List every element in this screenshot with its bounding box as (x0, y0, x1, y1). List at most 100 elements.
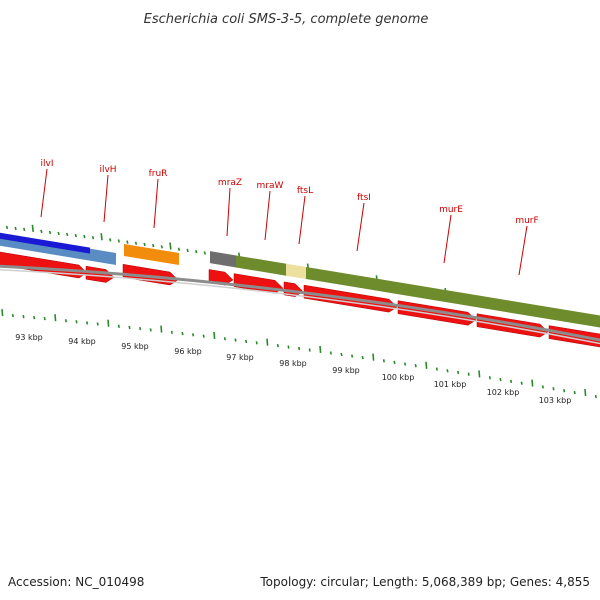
scale-major-tick (584, 388, 587, 397)
minor-tick (134, 241, 138, 245)
minor-tick (143, 242, 146, 247)
scale-label: 95 kbp (121, 342, 149, 351)
scale-minor-tick (351, 354, 354, 358)
scale-major-tick (160, 325, 163, 333)
scale-minor-tick (255, 341, 258, 345)
gene-label-track: ilvI ilvH fruR mraZ mraW ftsL ftsI murE murF (40, 159, 539, 276)
backbone-line (0, 264, 600, 342)
scale-major-tick (54, 314, 57, 322)
scale-major-tick (478, 370, 481, 378)
scale-minor-tick (414, 364, 417, 368)
minor-tick (126, 240, 129, 244)
scale-minor-tick (435, 367, 438, 371)
gene-bar-mraZ (210, 251, 237, 268)
scale-minor-tick (298, 346, 301, 351)
scale-label: 94 kbp (68, 337, 96, 346)
cds-arrow-murE (397, 300, 477, 326)
gene-leader-line (40, 168, 48, 218)
major-tick (169, 242, 172, 250)
minor-tick (66, 232, 69, 237)
minor-tick (203, 251, 206, 255)
scale-minor-tick (340, 352, 343, 357)
gene-leader-line (298, 195, 306, 245)
scale-label: 98 kbp (279, 359, 307, 368)
major-tick (31, 224, 34, 232)
gene-leader-line (356, 202, 365, 252)
topology-text: Topology: circular; Length: 5,068,389 bp… (259, 575, 590, 589)
scale-tick-track (1, 309, 597, 399)
minor-tick (177, 247, 181, 251)
minor-tick (14, 226, 17, 231)
scale-major-tick (1, 309, 4, 317)
scale-minor-tick (223, 337, 226, 341)
gene-label[interactable]: mraZ (218, 178, 242, 188)
minor-tick (186, 248, 189, 253)
gene-bar-ftsL (286, 263, 307, 280)
scale-minor-tick (457, 370, 460, 375)
gene-label[interactable]: ftsI (357, 193, 371, 203)
scale-major-tick (425, 361, 428, 369)
accession-text: Accession: NC_010498 (8, 575, 144, 589)
minor-tick (160, 245, 163, 249)
scale-minor-tick (276, 343, 279, 348)
scale-label: 96 kbp (174, 347, 202, 356)
scale-minor-tick (149, 328, 152, 332)
backbone-shadow (0, 269, 600, 345)
scale-major-tick (213, 331, 216, 339)
gene-label[interactable]: mraW (257, 181, 284, 191)
scale-minor-tick (594, 394, 597, 399)
gene-label[interactable]: ftsL (297, 186, 313, 196)
scale-minor-tick (139, 326, 142, 331)
gene-label[interactable]: murE (439, 205, 463, 215)
minor-tick (74, 233, 77, 238)
scale-minor-tick (361, 355, 364, 360)
scale-label: 99 kbp (332, 366, 360, 375)
cds-track (0, 251, 600, 348)
gene-label[interactable]: ilvI (41, 159, 54, 169)
cds-arrow-ilvH (85, 265, 115, 283)
scale-minor-tick (192, 333, 195, 337)
scale-minor-tick (287, 345, 290, 349)
gene-label[interactable]: fruR (149, 169, 168, 179)
scale-major-tick (107, 319, 110, 327)
scale-label: 102 kbp (487, 388, 520, 397)
gene-leader-line (518, 225, 528, 276)
minor-tick (48, 230, 52, 235)
gene-label[interactable]: murF (515, 216, 538, 226)
scale-major-tick (319, 345, 322, 354)
scale-minor-tick (382, 359, 385, 363)
scale-minor-tick (11, 313, 14, 318)
gene-leader-line (153, 178, 159, 229)
scale-minor-tick (541, 385, 544, 389)
scale-minor-tick (245, 339, 248, 344)
scale-minor-tick (308, 348, 311, 352)
scale-labels: 93 kbp 94 kbp 95 kbp 96 kbp 97 kbp 98 kbp 99 k… (15, 333, 571, 405)
scale-label: 100 kbp (382, 373, 415, 382)
scale-minor-tick (96, 322, 99, 326)
scale-minor-tick (404, 362, 407, 366)
scale-major-tick (372, 353, 375, 361)
minor-tick (91, 235, 95, 240)
scale-label: 93 kbp (15, 333, 43, 342)
minor-tick (83, 234, 86, 239)
gene-leader-line (264, 190, 271, 241)
scale-minor-tick (552, 387, 555, 391)
minor-tick (109, 238, 112, 242)
major-tick (100, 233, 103, 241)
scale-minor-tick (488, 376, 491, 380)
minor-tick (117, 239, 120, 243)
scale-minor-tick (75, 320, 78, 324)
gene-label[interactable]: ilvH (99, 165, 116, 175)
scale-major-tick (266, 338, 269, 346)
scale-minor-tick (181, 331, 184, 336)
gene-leader-line (443, 214, 452, 264)
minor-tick (195, 250, 198, 254)
scale-minor-tick (170, 330, 173, 334)
minor-tick (5, 225, 9, 230)
scale-label: 97 kbp (226, 353, 254, 362)
feature-track (0, 232, 600, 328)
gene-bar-ilvI (0, 232, 90, 254)
scale-minor-tick (234, 338, 237, 342)
cds-arrow-murF (476, 313, 549, 338)
